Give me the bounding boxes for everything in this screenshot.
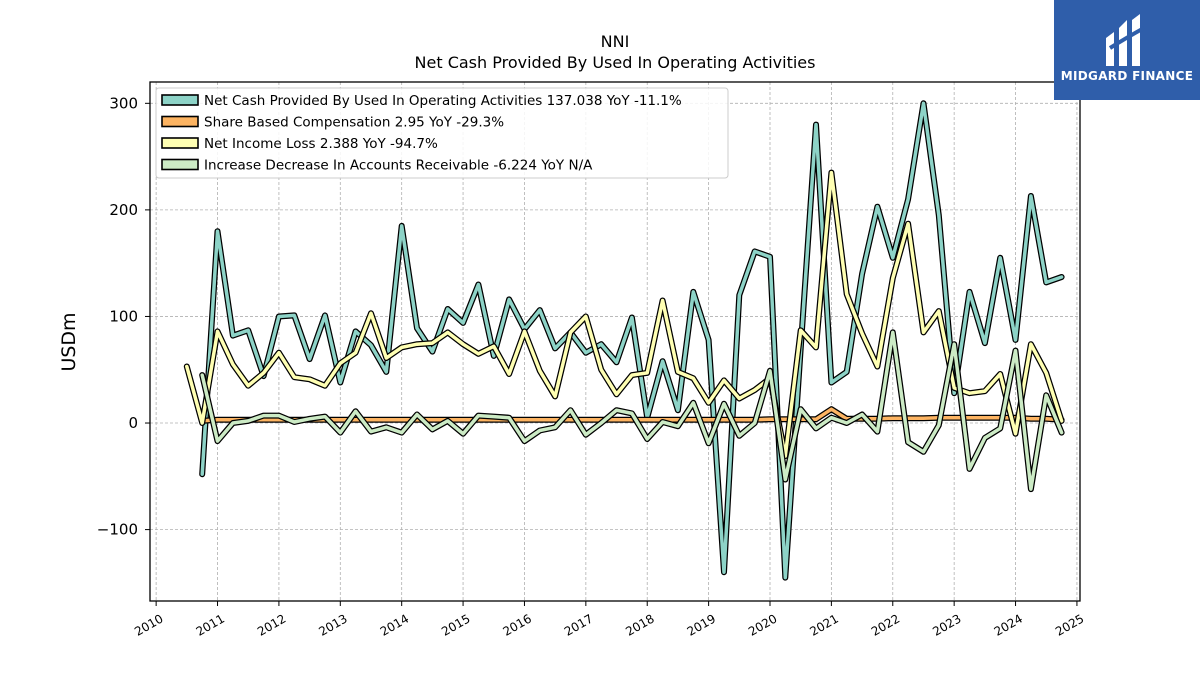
midgard-logo-icon	[1106, 14, 1145, 66]
series-outline-increase-decrease-in-accounts-receivable	[199, 329, 1065, 493]
x-tick-label: 2024	[992, 611, 1025, 638]
legend-swatch	[161, 94, 199, 106]
legend-entry: Share Based Compensation 2.95 YoY -29.3%	[204, 115, 504, 131]
x-tick-label: 2014	[378, 611, 411, 638]
legend-entry: Net Income Loss 2.388 YoY -94.7%	[204, 136, 438, 152]
legend-entry: Increase Decrease In Accounts Receivable…	[204, 158, 593, 174]
x-tick-label: 2023	[930, 611, 963, 638]
x-tick-label: 2019	[685, 611, 718, 638]
series-line-net-cash-provided-by-used-in-operating-activities	[200, 101, 1064, 580]
x-tick-label: 2011	[194, 611, 227, 638]
y-tick-label: 100	[109, 307, 138, 325]
x-tick-label: 2012	[255, 611, 288, 638]
x-tick-label: 2013	[316, 611, 349, 638]
y-tick-label: 0	[128, 414, 138, 432]
series-line-share-based-compensation	[200, 407, 1064, 423]
legend-swatch	[161, 137, 199, 149]
legend-box	[155, 87, 729, 179]
x-tick-label: 2022	[869, 611, 902, 638]
y-axis-label: USDm	[58, 312, 80, 371]
x-tick-label: 2020	[746, 611, 779, 638]
legend-entry: Net Cash Provided By Used In Operating A…	[204, 93, 682, 109]
plot-frame	[149, 81, 1081, 602]
y-tick-label: 200	[109, 201, 138, 219]
x-tick-label: 2010	[132, 611, 165, 638]
series-lines	[183, 100, 1065, 581]
x-tick-label: 2016	[501, 611, 534, 638]
legend: Net Cash Provided By Used In Operating A…	[155, 87, 729, 179]
x-tick-label: 2018	[623, 611, 656, 638]
series-line-net-income-loss	[185, 170, 1064, 458]
legend-swatch	[161, 115, 199, 128]
series-line-increase-decrease-in-accounts-receivable	[200, 330, 1064, 491]
x-tick-label: 2025	[1053, 611, 1086, 638]
legend-swatch	[161, 158, 199, 171]
y-tick-label: −100	[97, 521, 138, 539]
chart-title: NNI	[601, 32, 630, 51]
x-tick-label: 2021	[807, 611, 840, 638]
x-tick-label: 2017	[562, 611, 595, 638]
chart-subtitle: Net Cash Provided By Used In Operating A…	[415, 53, 816, 72]
y-tick-label: 300	[109, 94, 138, 112]
midgard-finance-logo: MIDGARD FINANCE	[1054, 0, 1200, 100]
x-tick-label: 2015	[439, 611, 472, 638]
logo-text: MIDGARD FINANCE	[1060, 69, 1194, 83]
